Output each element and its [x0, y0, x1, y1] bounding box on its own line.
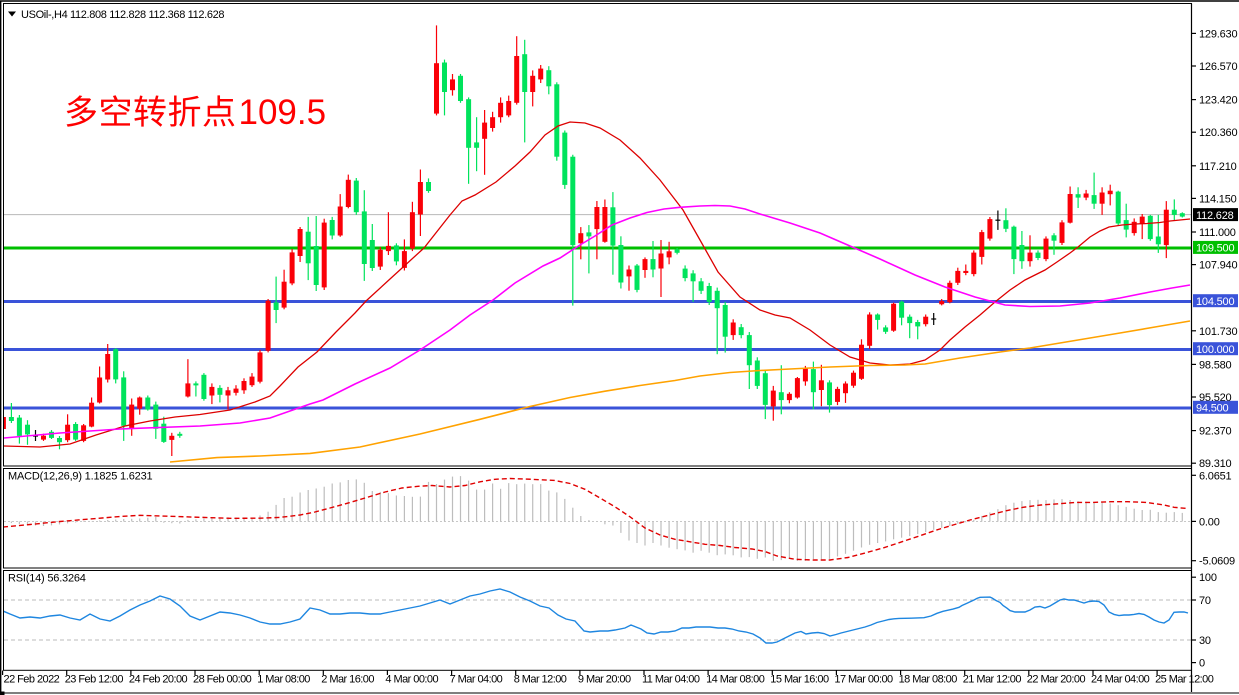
- svg-text:126.570: 126.570: [1199, 61, 1237, 73]
- svg-text:2 Mar 16:00: 2 Mar 16:00: [321, 674, 374, 686]
- svg-text:94.500: 94.500: [1196, 403, 1229, 415]
- svg-text:1 Mar 08:00: 1 Mar 08:00: [257, 674, 310, 686]
- svg-text:100: 100: [1199, 572, 1217, 584]
- svg-text:11 Mar 04:00: 11 Mar 04:00: [642, 674, 700, 686]
- svg-text:30: 30: [1199, 635, 1211, 647]
- svg-text:0.00: 0.00: [1199, 516, 1220, 528]
- svg-text:123.420: 123.420: [1199, 95, 1237, 107]
- svg-text:24 Feb 20:00: 24 Feb 20:00: [129, 674, 188, 686]
- svg-text:98.580: 98.580: [1199, 359, 1232, 371]
- svg-text:28 Feb 00:00: 28 Feb 00:00: [193, 674, 252, 686]
- svg-text:23 Feb 12:00: 23 Feb 12:00: [65, 674, 124, 686]
- svg-text:114.150: 114.150: [1199, 193, 1237, 205]
- svg-text:92.370: 92.370: [1199, 426, 1232, 438]
- svg-text:4 Mar 00:00: 4 Mar 00:00: [385, 674, 438, 686]
- svg-text:18 Mar 08:00: 18 Mar 08:00: [899, 674, 958, 686]
- svg-text:22 Mar 20:00: 22 Mar 20:00: [1027, 674, 1086, 686]
- svg-text:100.000: 100.000: [1196, 344, 1234, 356]
- svg-text:15 Mar 16:00: 15 Mar 16:00: [770, 674, 829, 686]
- svg-text:24 Mar 04:00: 24 Mar 04:00: [1091, 674, 1150, 686]
- svg-text:-5.0609: -5.0609: [1199, 556, 1235, 568]
- svg-text:111.000: 111.000: [1199, 227, 1236, 239]
- svg-text:70: 70: [1199, 595, 1211, 607]
- svg-text:RSI(14) 56.3264: RSI(14) 56.3264: [8, 573, 86, 585]
- svg-text:104.500: 104.500: [1196, 296, 1234, 308]
- svg-text:22 Feb 2022: 22 Feb 2022: [4, 674, 60, 686]
- svg-text:0: 0: [1199, 658, 1205, 670]
- svg-text:120.360: 120.360: [1199, 127, 1237, 139]
- svg-text:9 Mar 20:00: 9 Mar 20:00: [578, 674, 631, 686]
- svg-text:25 Mar 12:00: 25 Mar 12:00: [1155, 674, 1214, 686]
- svg-text:6.0651: 6.0651: [1199, 470, 1232, 482]
- svg-text:117.210: 117.210: [1199, 161, 1237, 173]
- svg-text:107.940: 107.940: [1199, 260, 1237, 272]
- svg-text:109.500: 109.500: [1196, 243, 1234, 255]
- svg-text:7 Mar 04:00: 7 Mar 04:00: [450, 674, 503, 686]
- svg-text:14 Mar 08:00: 14 Mar 08:00: [706, 674, 765, 686]
- svg-text:89.310: 89.310: [1199, 458, 1232, 470]
- svg-text:USOil-,H4 112.808 112.828 112: USOil-,H4 112.808 112.828 112.368 112.62…: [21, 9, 224, 21]
- svg-text:8 Mar 12:00: 8 Mar 12:00: [514, 674, 567, 686]
- svg-text:101.730: 101.730: [1199, 326, 1237, 338]
- svg-text:21 Mar 12:00: 21 Mar 12:00: [963, 674, 1022, 686]
- svg-text:129.630: 129.630: [1199, 28, 1237, 40]
- svg-text:17 Mar 00:00: 17 Mar 00:00: [834, 674, 893, 686]
- svg-text:MACD(12,26,9) 1.1825 1.6231: MACD(12,26,9) 1.1825 1.6231: [8, 471, 152, 483]
- svg-text:109.5: 109.5: [239, 93, 327, 132]
- svg-text:112.628: 112.628: [1196, 210, 1234, 222]
